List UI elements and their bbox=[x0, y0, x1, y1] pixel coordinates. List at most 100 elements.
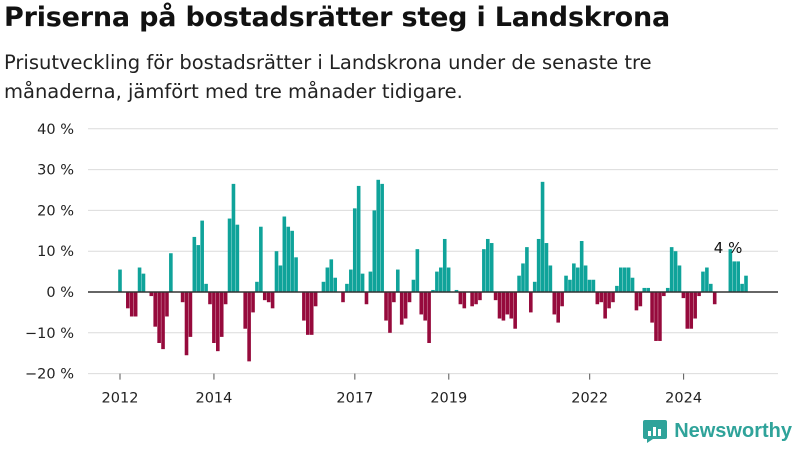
bar bbox=[572, 263, 576, 292]
bar bbox=[485, 238, 490, 292]
bar bbox=[560, 292, 564, 307]
bar bbox=[615, 285, 619, 292]
bar bbox=[497, 292, 502, 319]
bar bbox=[169, 253, 173, 292]
bar bbox=[701, 271, 705, 292]
bar bbox=[634, 292, 639, 311]
bar bbox=[681, 292, 686, 299]
y-axis-tick-labels: −20 % −10 % 0 % 10 % 20 % 30 % 40 % bbox=[25, 122, 74, 383]
bar bbox=[360, 273, 365, 292]
bar bbox=[313, 292, 318, 307]
bar bbox=[427, 292, 431, 343]
bar bbox=[454, 289, 459, 292]
bar bbox=[392, 292, 396, 303]
y-tick-label: 10 % bbox=[37, 244, 74, 260]
bar bbox=[505, 292, 510, 315]
bar bbox=[306, 292, 310, 335]
bar bbox=[419, 292, 424, 315]
bar bbox=[662, 292, 666, 297]
bar bbox=[137, 267, 142, 292]
bar bbox=[208, 292, 212, 305]
bar bbox=[262, 292, 267, 301]
bar bbox=[478, 292, 482, 301]
y-tick-label: −20 % bbox=[25, 367, 74, 383]
bar bbox=[579, 241, 584, 292]
bar bbox=[184, 292, 189, 356]
bar bbox=[669, 247, 674, 292]
bar bbox=[458, 292, 463, 305]
bar bbox=[309, 292, 314, 335]
bar bbox=[196, 245, 201, 292]
bar bbox=[708, 283, 713, 292]
bar bbox=[599, 292, 604, 303]
bar bbox=[321, 281, 326, 292]
bar bbox=[227, 218, 232, 292]
bar bbox=[712, 292, 717, 305]
bar bbox=[638, 292, 643, 307]
bar bbox=[259, 226, 263, 292]
bar bbox=[118, 269, 122, 292]
bar bbox=[407, 292, 412, 303]
bar bbox=[568, 279, 572, 292]
bar bbox=[646, 287, 650, 292]
bar bbox=[274, 251, 279, 292]
bar bbox=[352, 208, 357, 292]
bar bbox=[188, 292, 193, 337]
bar bbox=[133, 292, 138, 317]
bar bbox=[399, 292, 404, 325]
bar bbox=[243, 292, 247, 329]
bar bbox=[286, 226, 291, 292]
bar bbox=[658, 292, 662, 341]
bar bbox=[529, 292, 533, 313]
bar bbox=[517, 275, 521, 292]
bar bbox=[583, 265, 588, 292]
bar bbox=[693, 292, 697, 319]
bar bbox=[423, 292, 427, 321]
bar bbox=[736, 261, 740, 292]
x-tick-label: 2024 bbox=[665, 391, 702, 407]
bar bbox=[141, 273, 146, 292]
bar bbox=[603, 292, 607, 319]
bar bbox=[556, 292, 560, 323]
bar bbox=[180, 292, 185, 303]
bar bbox=[548, 265, 553, 292]
bar bbox=[247, 292, 251, 362]
bar bbox=[149, 292, 154, 297]
bar bbox=[697, 292, 701, 297]
bar bbox=[470, 292, 474, 307]
bar bbox=[161, 292, 165, 350]
chart-subtitle: Prisutveckling för bostadsrätter i Lands… bbox=[4, 51, 652, 103]
bar bbox=[388, 292, 392, 333]
bar bbox=[622, 267, 627, 292]
bar bbox=[372, 210, 377, 292]
bar bbox=[294, 257, 298, 292]
bar bbox=[564, 275, 568, 292]
bar bbox=[493, 292, 498, 301]
y-tick-label: 30 % bbox=[37, 163, 74, 179]
newsworthy-logo: Newsworthy bbox=[642, 418, 792, 444]
bar bbox=[341, 292, 345, 303]
bar bbox=[212, 292, 216, 343]
bar bbox=[216, 292, 220, 352]
bar bbox=[513, 292, 517, 329]
bar bbox=[329, 259, 334, 292]
bar bbox=[685, 292, 690, 329]
bar bbox=[384, 292, 388, 321]
bar bbox=[482, 249, 486, 292]
bar bbox=[376, 179, 381, 292]
bars bbox=[118, 179, 748, 362]
bar bbox=[368, 271, 373, 292]
bar bbox=[509, 292, 514, 319]
y-tick-label: −10 % bbox=[25, 326, 74, 342]
bar bbox=[595, 292, 600, 305]
bar bbox=[689, 292, 694, 329]
bar bbox=[630, 277, 635, 292]
bar bbox=[544, 243, 549, 292]
bar bbox=[415, 249, 420, 292]
bar bbox=[270, 292, 275, 309]
bar bbox=[728, 249, 733, 292]
bar bbox=[251, 292, 255, 313]
bar bbox=[532, 281, 537, 292]
bar bbox=[349, 269, 353, 292]
